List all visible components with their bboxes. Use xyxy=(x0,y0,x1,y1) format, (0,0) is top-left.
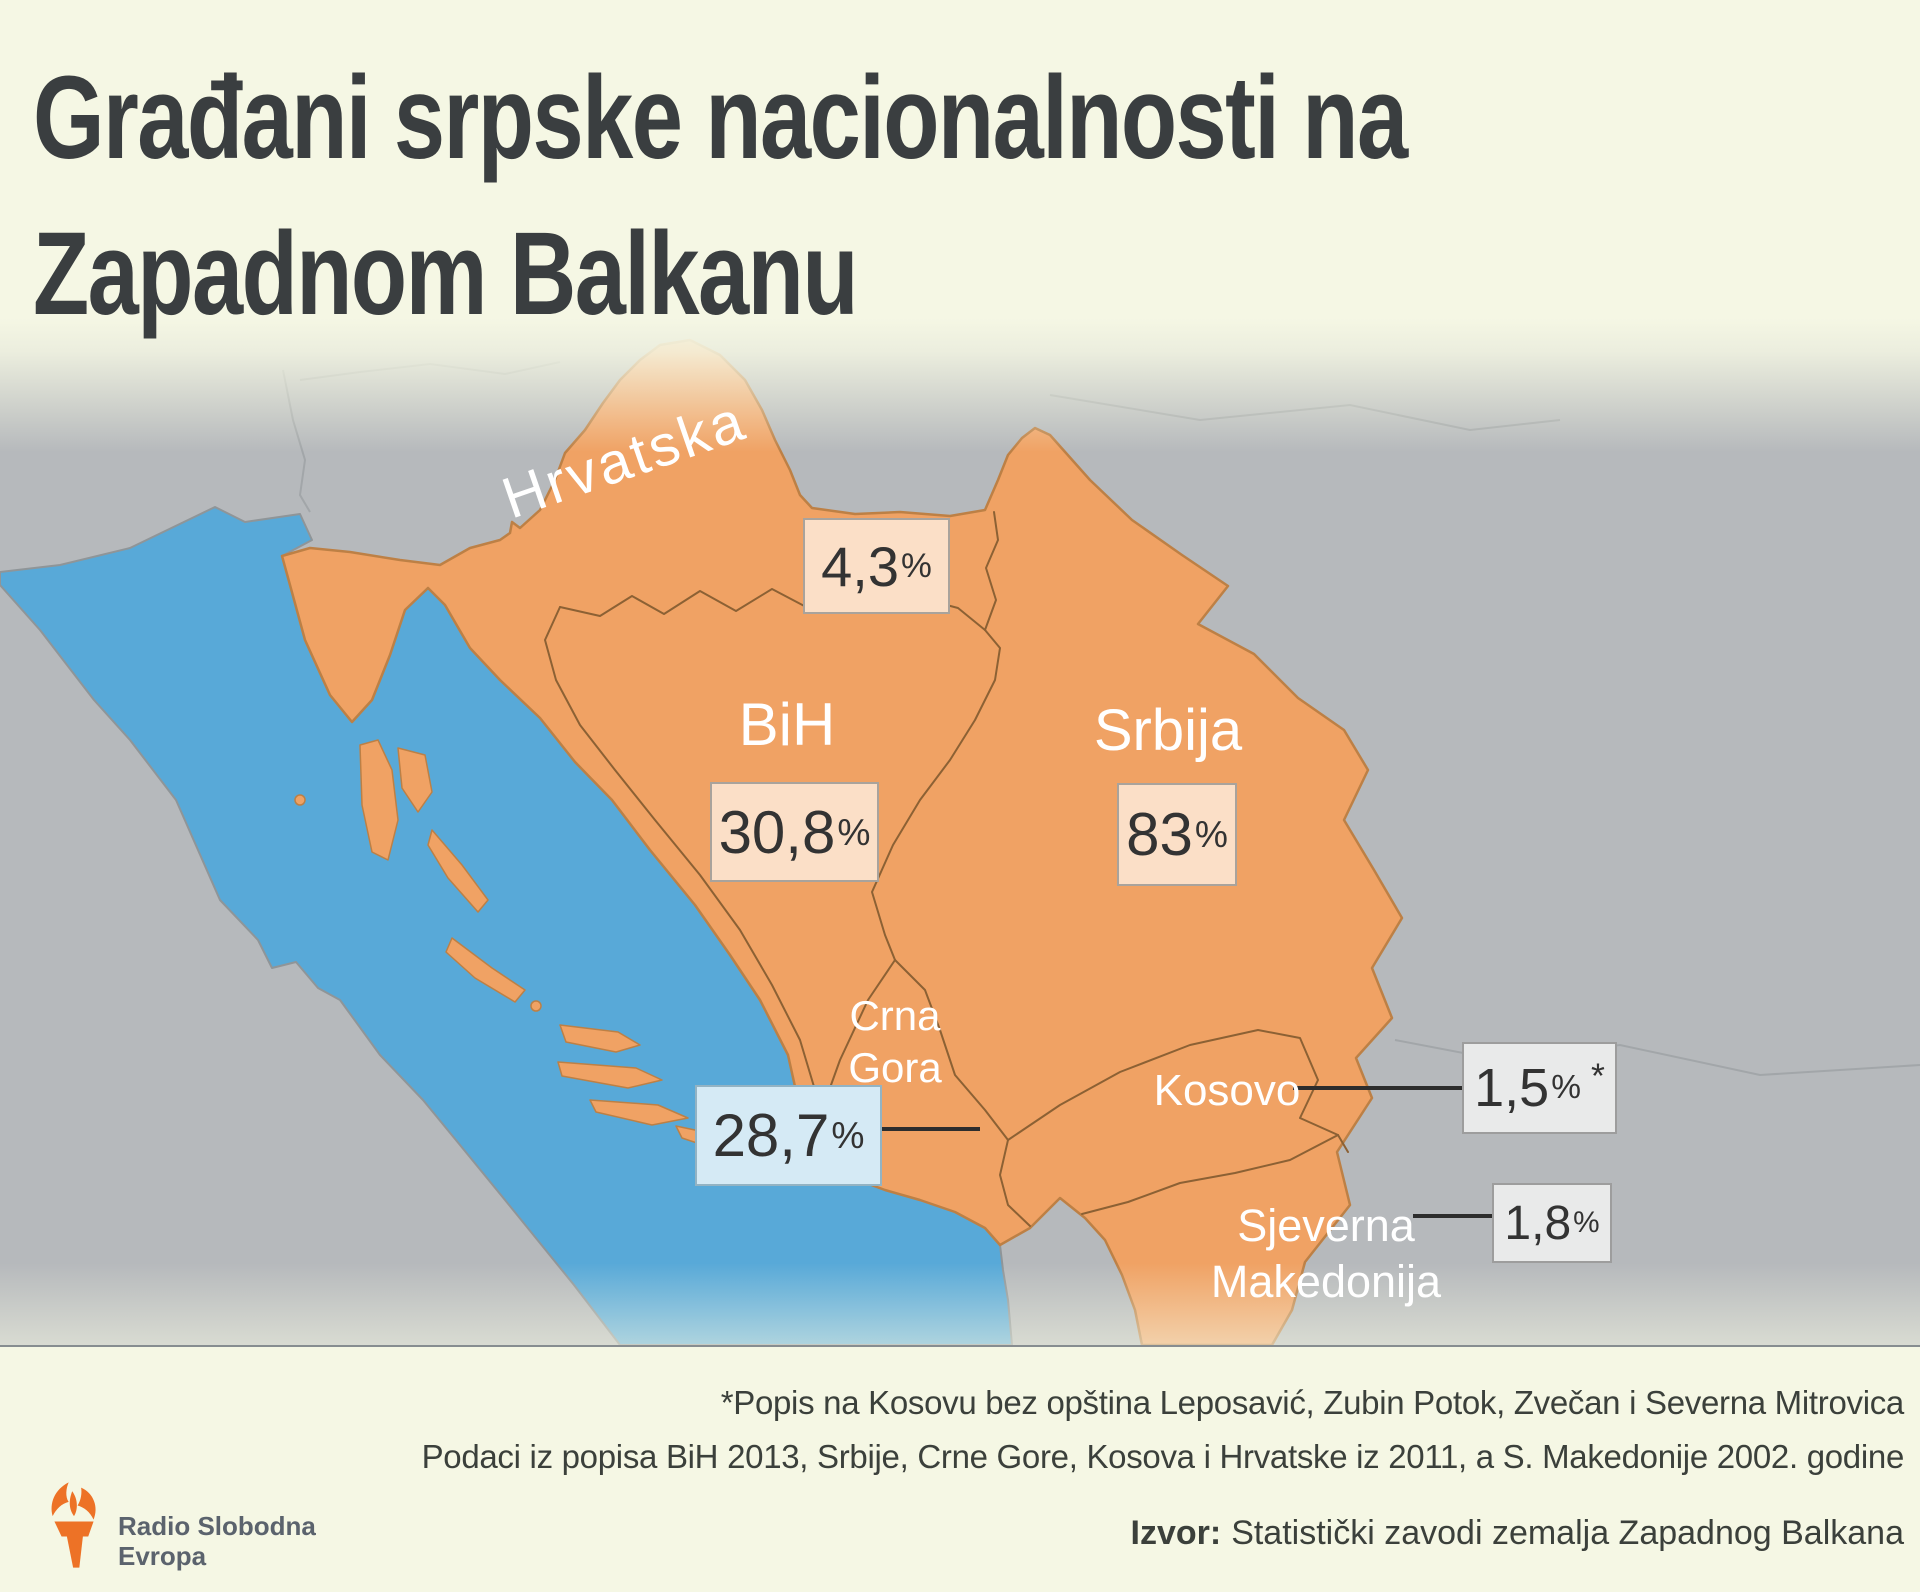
country-label-crna-gora: Crna Gora xyxy=(815,990,975,1094)
logo-line1: Radio Slobodna xyxy=(118,1511,316,1541)
crna-gora-line1: Crna xyxy=(849,992,941,1039)
kosovo-value: 1,5 xyxy=(1474,1058,1550,1118)
kosovo-footnote-asterisk: * xyxy=(1590,1055,1605,1096)
source-label: Izvor: xyxy=(1130,1514,1222,1552)
percent-sign: % xyxy=(1573,1206,1600,1239)
rse-logo: Radio Slobodna Evropa xyxy=(42,1479,316,1571)
page-title: Građani srpske nacionalnosti na Zapadnom… xyxy=(33,40,1408,352)
percent-sign: % xyxy=(837,810,871,853)
value-box-srbija: 83% xyxy=(1117,783,1237,886)
source-line: Izvor: Statistički zavodi zemalja Zapadno… xyxy=(1131,1514,1905,1553)
country-label-kosovo: Kosovo xyxy=(1153,1066,1301,1115)
value-box-kosovo: 1,5% * xyxy=(1462,1042,1617,1134)
source-text: Statistički zavodi zemalja Zapadnog Balk… xyxy=(1231,1514,1904,1552)
makedonija-line1: Sjeverna xyxy=(1237,1200,1415,1251)
croatian-islands xyxy=(294,739,759,1153)
torch-icon xyxy=(51,1482,96,1568)
connector-makedonija xyxy=(1413,1214,1492,1218)
country-label-srbija: Srbija xyxy=(1093,698,1243,763)
map-region xyxy=(0,300,1920,1345)
title-line1: Građani srpske nacionalnosti na xyxy=(33,52,1408,184)
bih-value: 30,8 xyxy=(718,798,836,866)
crna-gora-value: 28,7 xyxy=(712,1102,830,1169)
footnote-kosovo: *Popis na Kosovu bez opština Leposavić, … xyxy=(720,1384,1905,1421)
value-box-hrvatska: 4,3% xyxy=(803,518,950,614)
percent-sign: % xyxy=(900,546,932,585)
logo-wordmark: Radio Slobodna Evropa xyxy=(118,1479,316,1571)
header: Građani srpske nacionalnosti na Zapadnom… xyxy=(0,0,1920,340)
logo-line2: Evropa xyxy=(118,1541,207,1571)
value-box-bih: 30,8% xyxy=(710,782,879,882)
hrvatska-value: 4,3 xyxy=(821,534,899,598)
country-label-sjeverna-makedonija: Sjeverna Makedonija xyxy=(1206,1198,1446,1310)
percent-sign: % xyxy=(1194,813,1228,855)
title-line2: Zapadnom Balkanu xyxy=(33,208,859,340)
percent-sign: % xyxy=(831,1114,865,1156)
balkans-map-svg xyxy=(0,300,1920,1345)
footer: *Popis na Kosovu bez opština Leposavić, … xyxy=(0,1345,1920,1592)
value-box-sjeverna-makedonija: 1,8% xyxy=(1492,1183,1612,1263)
percent-sign: % xyxy=(1551,1069,1581,1106)
connector-crna-gora xyxy=(880,1127,980,1131)
country-label-bih: BiH xyxy=(738,691,836,758)
makedonija-value: 1,8 xyxy=(1504,1196,1572,1250)
footnote-census: Podaci iz popisa BiH 2013, Srbije, Crne … xyxy=(421,1438,1905,1475)
value-box-crna-gora: 28,7% xyxy=(695,1085,882,1186)
connector-kosovo xyxy=(1293,1086,1462,1090)
crna-gora-line2: Gora xyxy=(848,1044,942,1091)
srbija-value: 83 xyxy=(1126,801,1193,868)
makedonija-line2: Makedonija xyxy=(1210,1256,1442,1307)
